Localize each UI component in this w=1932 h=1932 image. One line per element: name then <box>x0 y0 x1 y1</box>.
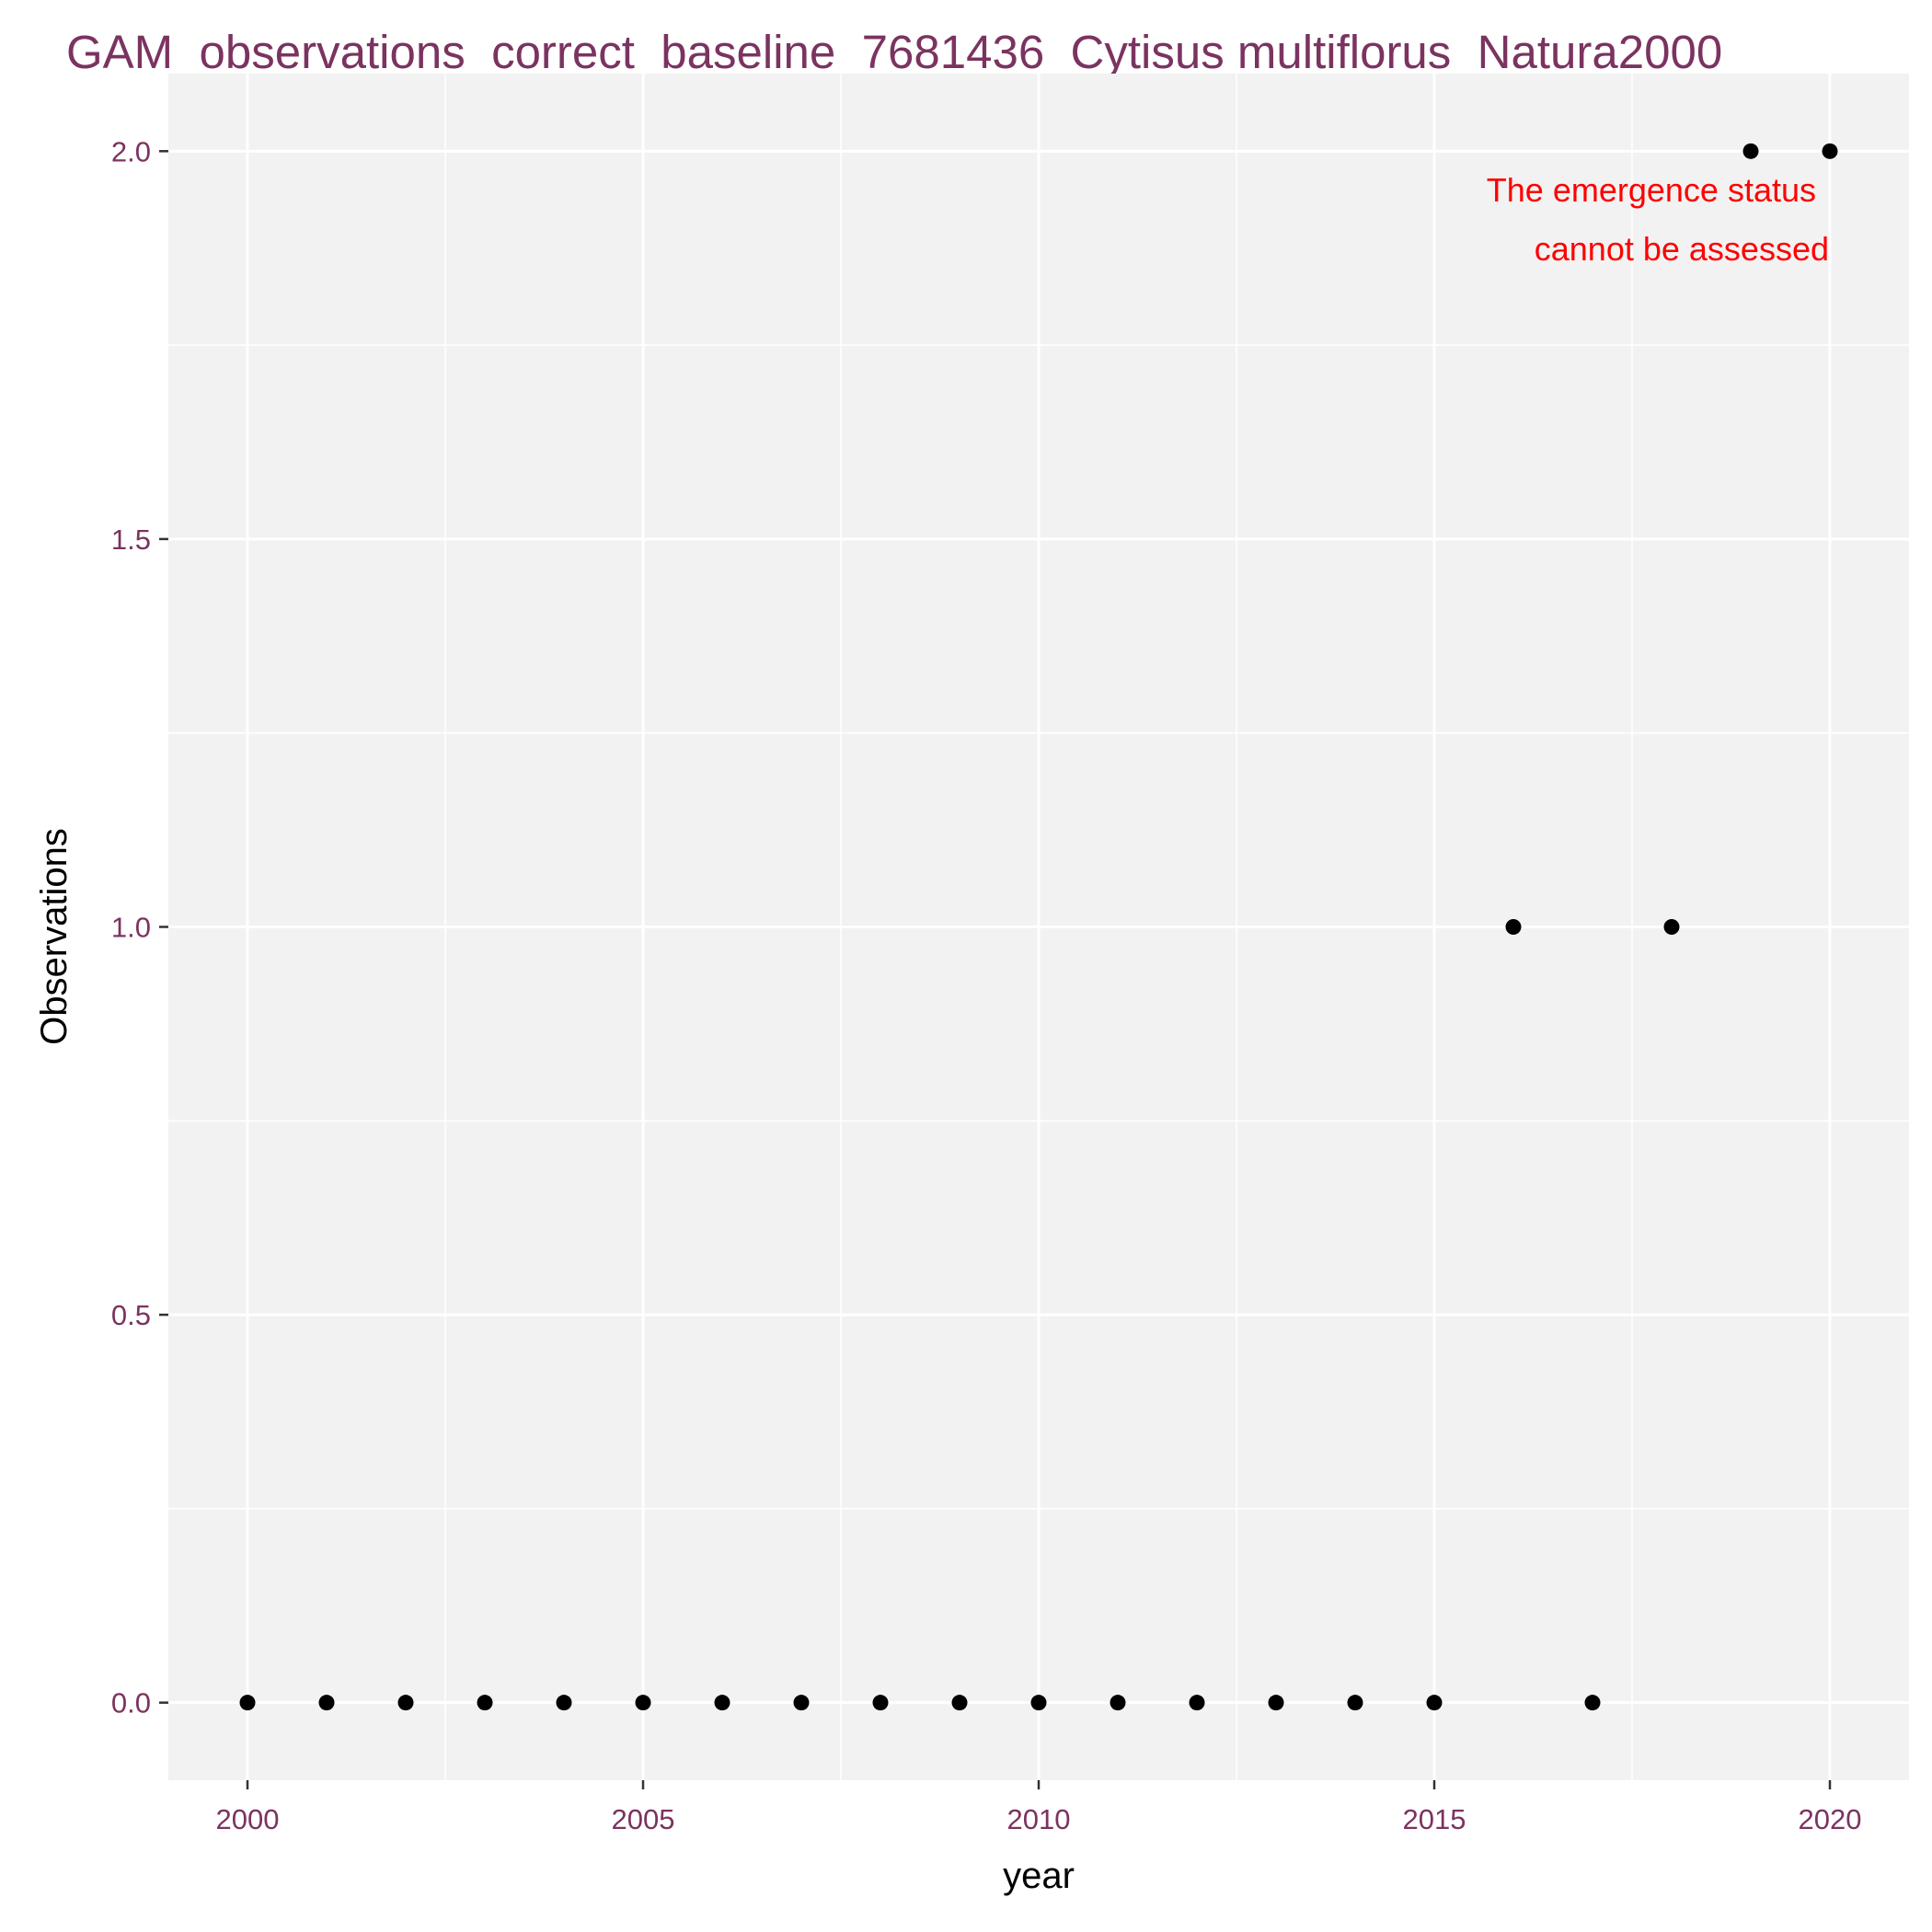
data-point <box>1426 1695 1443 1711</box>
y-axis-tick-labels: 0.0 0.5 1.0 1.5 2.0 <box>111 135 151 1719</box>
data-point <box>318 1695 335 1711</box>
x-tick-label: 2010 <box>1007 1803 1071 1835</box>
x-tick-label: 2005 <box>612 1803 675 1835</box>
y-tick-label: 1.5 <box>111 523 151 556</box>
data-point <box>1742 143 1759 159</box>
data-point <box>951 1695 968 1711</box>
annotation-line-1: The emergence status <box>1487 171 1816 209</box>
data-point <box>714 1695 730 1711</box>
x-tick-label: 2020 <box>1799 1803 1862 1835</box>
data-point <box>872 1695 889 1711</box>
y-tick-label: 2.0 <box>111 135 151 167</box>
data-point <box>1663 919 1680 935</box>
data-point <box>1030 1695 1047 1711</box>
data-point <box>1110 1695 1126 1711</box>
y-axis-title: Observations <box>34 828 75 1045</box>
data-point <box>635 1695 651 1711</box>
data-point <box>1584 1695 1601 1711</box>
x-axis-title: year <box>1003 1856 1075 1896</box>
data-point <box>556 1695 572 1711</box>
data-point <box>397 1695 414 1711</box>
chart-title: GAM_observations_correct_baseline_768143… <box>66 26 1722 78</box>
data-point <box>239 1695 256 1711</box>
annotation-line-2: cannot be assessed <box>1535 230 1829 268</box>
data-point <box>1268 1695 1284 1711</box>
y-tick-label: 0.0 <box>111 1687 151 1719</box>
data-points <box>239 143 1838 1711</box>
y-tick-label: 1.0 <box>111 912 151 944</box>
x-axis-tick-labels: 2000 2005 2010 2015 2020 <box>216 1803 1862 1835</box>
data-point <box>477 1695 493 1711</box>
x-tick-label: 2000 <box>216 1803 280 1835</box>
data-point <box>1189 1695 1205 1711</box>
data-point <box>1505 919 1522 935</box>
data-point <box>1822 143 1838 159</box>
y-tick-label: 0.5 <box>111 1299 151 1331</box>
data-point <box>793 1695 810 1711</box>
axis-ticks <box>159 150 1832 1789</box>
data-point <box>1347 1695 1363 1711</box>
x-tick-label: 2015 <box>1403 1803 1466 1835</box>
